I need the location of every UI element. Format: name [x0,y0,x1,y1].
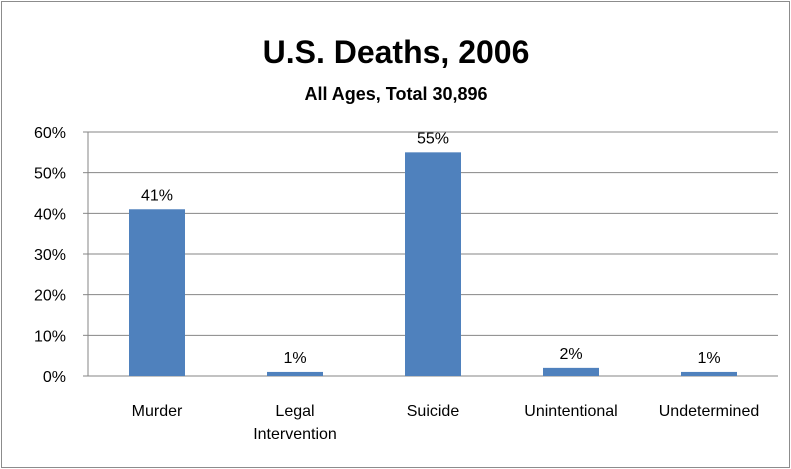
category-label: Undetermined [659,403,760,420]
y-tick-label: 20% [34,288,66,305]
category-label: Suicide [407,403,460,420]
category-label: Legal [275,403,314,420]
data-label: 1% [697,350,720,367]
x-axis-categories: Murder Legal Intervention Suicide Unintentio… [132,403,760,443]
data-label: 55% [417,130,449,147]
category-label: Unintentional [524,403,617,420]
bar [681,371,737,376]
bar [405,152,461,376]
data-label: 41% [141,187,173,204]
chart-title: U.S. Deaths, 2006 [263,34,530,70]
bar [543,367,599,376]
y-tick-label: 10% [34,328,66,345]
y-axis: 0% 10% 20% 30% 40% 50% 60% [34,125,778,386]
bar [129,209,185,376]
data-label: 2% [559,346,582,363]
y-tick-label: 30% [34,247,66,264]
y-tick-label: 40% [34,206,66,223]
y-tick-label: 50% [34,166,66,183]
chart-subtitle: All Ages, Total 30,896 [304,84,487,104]
y-tick-label: 60% [34,125,66,142]
data-labels: 41% 1% 55% 2% 1% [141,130,721,367]
category-label: Murder [132,403,183,420]
y-tick-label: 0% [43,369,66,386]
bar [267,371,323,376]
data-label: 1% [283,350,306,367]
category-label: Intervention [253,426,337,443]
bars [129,152,737,376]
